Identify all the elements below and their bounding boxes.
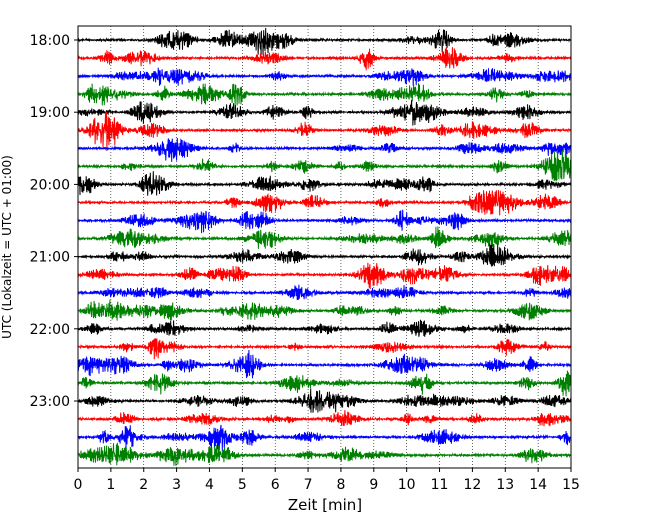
- x-tick-label: 8: [336, 477, 345, 493]
- trace-line: [77, 27, 572, 56]
- traces: [77, 27, 572, 466]
- trace-line: [77, 190, 572, 216]
- plot-frame: [77, 25, 572, 469]
- y-axis-label: UTC (Lokalzeit = UTC + 01:00): [0, 155, 14, 339]
- y-tick-label: 23:00: [30, 394, 70, 410]
- x-tick-label: 7: [304, 477, 313, 493]
- trace-line: [77, 299, 572, 321]
- x-axis-label: Zeit [min]: [288, 496, 362, 514]
- x-tick-label: 9: [369, 477, 378, 493]
- x-tick-label: 13: [496, 477, 514, 493]
- trace-line: [77, 111, 572, 151]
- x-axis-ticks: 0 1 2 3 4 5 6 7 8 9 10 11 12 13 14 15: [74, 468, 580, 493]
- trace-line: [77, 338, 572, 360]
- y-tick-label: 19:00: [30, 105, 70, 121]
- x-tick-label: 5: [238, 477, 247, 493]
- trace-line: [77, 99, 572, 126]
- x-tick-label: 0: [74, 477, 83, 493]
- x-tick-label: 10: [398, 477, 416, 493]
- x-tick-label: 6: [271, 477, 280, 493]
- trace-line: [77, 284, 572, 301]
- trace-line: [77, 171, 572, 196]
- trace-line: [77, 262, 572, 290]
- x-tick-label: 1: [106, 477, 115, 493]
- x-tick-label: 2: [139, 477, 148, 493]
- trace-line: [77, 226, 572, 249]
- x-tick-label: 14: [529, 477, 547, 493]
- x-tick-label: 12: [463, 477, 481, 493]
- trace-line: [77, 388, 572, 413]
- x-tick-label: 11: [431, 477, 449, 493]
- trace-line: [77, 319, 572, 337]
- trace-line: [77, 67, 572, 86]
- x-tick-label: 4: [205, 477, 214, 493]
- x-tick-label: 15: [562, 477, 580, 493]
- y-tick-label: 21:00: [30, 250, 70, 266]
- y-axis-ticks: 18:00 19:00 20:00 21:00 22:00 23:00: [30, 33, 78, 410]
- trace-line: [77, 349, 572, 379]
- y-tick-label: 18:00: [30, 33, 70, 49]
- trace-line: [77, 424, 572, 452]
- trace-line: [77, 442, 572, 466]
- trace-line: [77, 209, 572, 234]
- trace-line: [77, 149, 572, 182]
- trace-line: [77, 137, 572, 162]
- x-tick-label: 3: [172, 477, 181, 493]
- y-tick-label: 20:00: [30, 177, 70, 193]
- y-tick-label: 22:00: [30, 322, 70, 338]
- trace-line: [77, 83, 572, 110]
- trace-line: [77, 410, 572, 427]
- trace-line: [77, 243, 572, 268]
- trace-line: [77, 370, 572, 397]
- trace-line: [77, 47, 572, 71]
